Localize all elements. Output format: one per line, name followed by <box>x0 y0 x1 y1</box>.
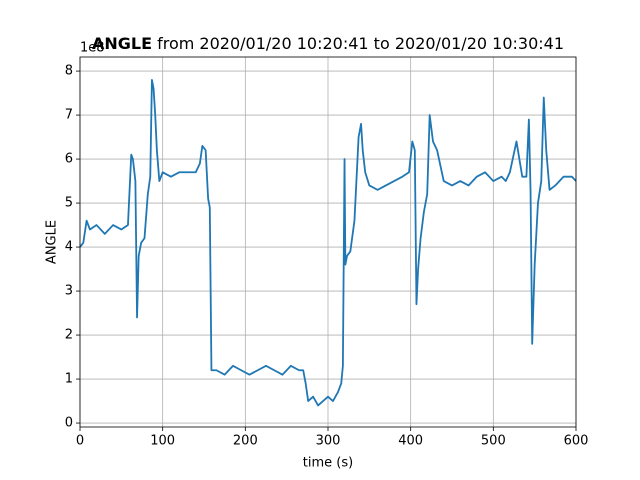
x-tick-label: 300 <box>316 434 341 449</box>
y-tick-label: 6 <box>65 152 73 167</box>
y-tick-label: 4 <box>65 240 73 255</box>
x-tick-label: 100 <box>150 434 175 449</box>
title-bold: ANGLE <box>92 34 152 53</box>
y-tick-label: 7 <box>65 108 73 123</box>
data-line <box>80 78 576 407</box>
chart-title: ANGLE from 2020/01/20 10:20:41 to 2020/0… <box>92 34 564 53</box>
plot-frame <box>79 56 577 428</box>
y-tick-label: 8 <box>65 64 73 79</box>
x-tick-label: 200 <box>233 434 258 449</box>
y-tick-label: 2 <box>65 328 73 343</box>
offset-text: 1e8 <box>80 41 105 56</box>
y-tick-label: 0 <box>65 416 73 431</box>
y-tick-label: 3 <box>65 284 73 299</box>
y-tick-label: 5 <box>65 196 73 211</box>
x-tick-label: 600 <box>564 434 589 449</box>
x-tick-label: 0 <box>76 434 84 449</box>
y-tick-label: 1 <box>65 372 73 387</box>
title-rest: from 2020/01/20 10:20:41 to 2020/01/20 1… <box>157 34 564 53</box>
y-axis-label: ANGLE <box>45 220 60 264</box>
x-tick-label: 500 <box>481 434 506 449</box>
x-axis-label: time (s) <box>303 456 353 471</box>
x-tick-label: 400 <box>398 434 423 449</box>
